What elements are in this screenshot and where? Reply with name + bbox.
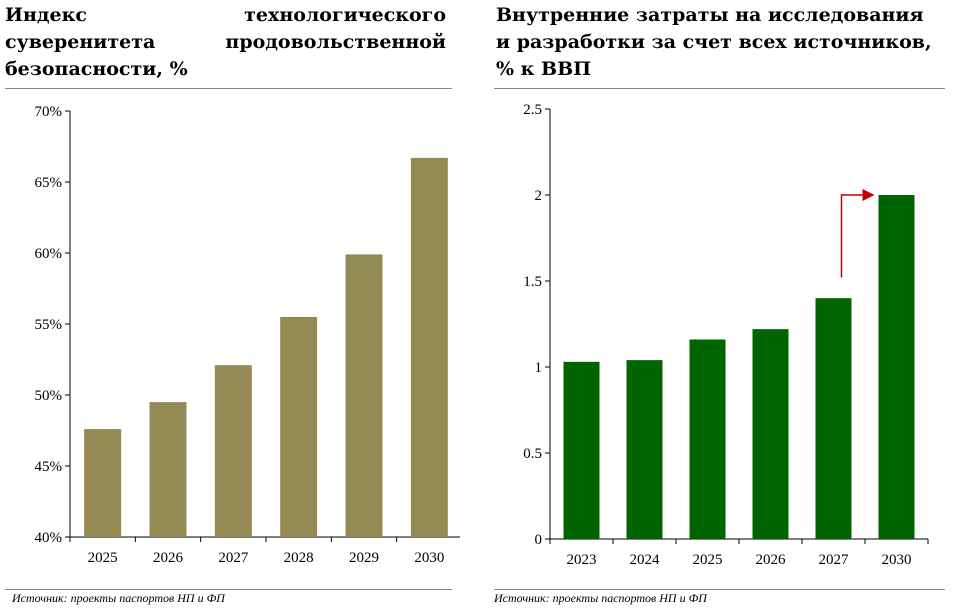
x-tick-label: 2030 — [882, 552, 912, 568]
bar-2026 — [752, 329, 789, 539]
x-tick-label: 2027 — [218, 550, 249, 566]
title-divider — [5, 88, 452, 89]
source-divider — [5, 589, 452, 590]
bar-2026 — [149, 402, 187, 537]
y-tick-label: 0 — [535, 532, 543, 548]
bar-2025 — [84, 429, 122, 537]
arrow-line — [840, 194, 865, 278]
arrow-head — [862, 189, 875, 201]
y-tick-label: 60% — [35, 246, 63, 262]
bar-chart-rnd-expenditure: 0 0.5 1 1.5 2 2.5 2023 2024 2025 2026 2027 2030 — [523, 102, 929, 568]
bar-2024 — [626, 360, 663, 539]
y-tick-label: 40% — [35, 530, 63, 546]
y-tick-label: 70% — [35, 104, 63, 120]
chart-panel-right: Внутренние затраты на исследования и раз… — [484, 0, 953, 611]
y-tick-label: 1 — [535, 360, 543, 376]
x-tick-label: 2026 — [153, 550, 184, 566]
x-tick-label: 2025 — [693, 552, 723, 568]
bar-2027 — [214, 365, 252, 537]
y-tick-label: 2 — [535, 188, 543, 204]
x-tick-label: 2023 — [567, 552, 597, 568]
y-tick-label: 45% — [35, 459, 63, 475]
bar-2023 — [563, 361, 600, 539]
y-tick-label: 50% — [35, 388, 63, 404]
source-divider — [494, 589, 945, 590]
bar-2029 — [345, 254, 383, 538]
chart-title: Внутренние затраты на исследования и раз… — [496, 4, 932, 80]
x-tick-label: 2025 — [88, 550, 118, 566]
y-tick-label: 0.5 — [523, 446, 542, 462]
y-tick-label: 65% — [35, 175, 63, 191]
source-note: Источник: проекты паспортов НП и ФП — [12, 591, 225, 605]
title-divider — [494, 88, 945, 89]
bar-2028 — [280, 316, 318, 537]
x-tick-label: 2028 — [284, 550, 314, 566]
bar-2027 — [815, 298, 852, 539]
y-tick-label: 1.5 — [523, 274, 542, 290]
chart-panel-left: Индекс технологического суверенитета про… — [0, 0, 460, 611]
source-note: Источник: проекты паспортов НП и ФП — [494, 591, 707, 605]
bar-2025 — [689, 339, 726, 539]
x-tick-label: 2027 — [819, 552, 850, 568]
x-tick-label: 2030 — [414, 550, 444, 566]
y-tick-label: 55% — [35, 317, 63, 333]
bar-2030 — [410, 157, 448, 538]
x-tick-label: 2024 — [630, 552, 661, 568]
chart-title: Индекс технологического суверенитета про… — [5, 4, 446, 80]
bar-2030 — [878, 195, 915, 539]
x-tick-label: 2029 — [349, 550, 379, 566]
x-tick-label: 2026 — [756, 552, 787, 568]
y-tick-label: 2.5 — [523, 102, 542, 118]
bar-chart-tech-sovereignty: 40% 45% 50% 55% 60% 65% 70% 2025 2026 2027 2028 202… — [35, 104, 460, 566]
